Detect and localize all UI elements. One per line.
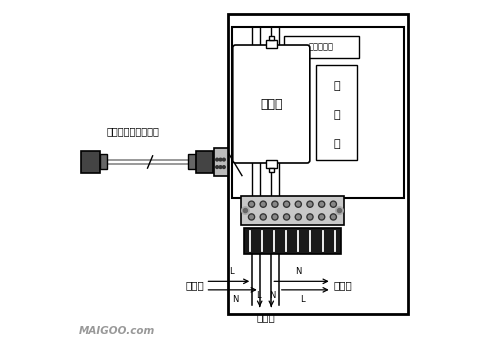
Circle shape xyxy=(283,201,290,207)
Bar xyxy=(316,65,357,160)
Bar xyxy=(232,27,404,198)
Text: L: L xyxy=(300,295,305,304)
Text: 接负载: 接负载 xyxy=(256,312,275,322)
Text: 智能充电器: 智能充电器 xyxy=(309,42,334,51)
Circle shape xyxy=(273,203,277,206)
Circle shape xyxy=(283,214,290,220)
Circle shape xyxy=(273,215,277,219)
Circle shape xyxy=(308,215,312,219)
Text: 接触器: 接触器 xyxy=(260,98,282,110)
Circle shape xyxy=(248,214,255,220)
Text: 接发电机组面板接口: 接发电机组面板接口 xyxy=(106,126,159,136)
Circle shape xyxy=(330,214,336,220)
Circle shape xyxy=(336,207,343,214)
Bar xyxy=(266,40,277,48)
Text: 器: 器 xyxy=(333,139,340,149)
Circle shape xyxy=(330,201,336,207)
Circle shape xyxy=(337,208,342,213)
Circle shape xyxy=(319,214,325,220)
Bar xyxy=(269,168,274,172)
Text: N: N xyxy=(295,267,302,276)
Bar xyxy=(266,160,277,168)
Circle shape xyxy=(219,166,222,168)
Text: 制: 制 xyxy=(333,110,340,120)
Bar xyxy=(81,151,100,173)
Circle shape xyxy=(331,215,335,219)
Circle shape xyxy=(320,203,323,206)
Circle shape xyxy=(285,215,288,219)
Text: N: N xyxy=(269,291,276,300)
Circle shape xyxy=(272,214,278,220)
Circle shape xyxy=(260,214,266,220)
Circle shape xyxy=(248,201,255,207)
Circle shape xyxy=(216,158,218,161)
Bar xyxy=(284,36,359,58)
Circle shape xyxy=(272,201,278,207)
Circle shape xyxy=(260,201,266,207)
Circle shape xyxy=(261,215,265,219)
Bar xyxy=(227,14,408,314)
Bar xyxy=(269,36,274,40)
Circle shape xyxy=(219,158,222,161)
Circle shape xyxy=(261,203,265,206)
Circle shape xyxy=(320,215,323,219)
Bar xyxy=(196,151,213,173)
Circle shape xyxy=(285,203,288,206)
Bar xyxy=(100,154,107,169)
Text: MAIGOO.com: MAIGOO.com xyxy=(79,326,155,336)
Bar xyxy=(214,148,227,176)
Circle shape xyxy=(295,214,301,220)
Text: 接发电: 接发电 xyxy=(333,281,352,291)
Circle shape xyxy=(223,166,226,168)
Circle shape xyxy=(250,215,253,219)
Bar xyxy=(189,154,196,169)
Circle shape xyxy=(216,166,218,168)
FancyBboxPatch shape xyxy=(233,45,310,163)
Circle shape xyxy=(250,203,253,206)
Circle shape xyxy=(308,203,312,206)
Bar xyxy=(243,228,341,254)
Text: 控: 控 xyxy=(333,81,340,91)
Bar xyxy=(241,196,344,225)
Text: 接市电: 接市电 xyxy=(185,281,204,291)
Circle shape xyxy=(296,203,300,206)
Circle shape xyxy=(223,158,226,161)
Circle shape xyxy=(307,201,313,207)
Text: N: N xyxy=(232,295,239,304)
Circle shape xyxy=(243,208,247,213)
Circle shape xyxy=(296,215,300,219)
Circle shape xyxy=(295,201,301,207)
Circle shape xyxy=(307,214,313,220)
Text: L: L xyxy=(256,291,260,300)
Circle shape xyxy=(242,207,249,214)
Text: L: L xyxy=(229,267,233,276)
Circle shape xyxy=(331,203,335,206)
Circle shape xyxy=(319,201,325,207)
